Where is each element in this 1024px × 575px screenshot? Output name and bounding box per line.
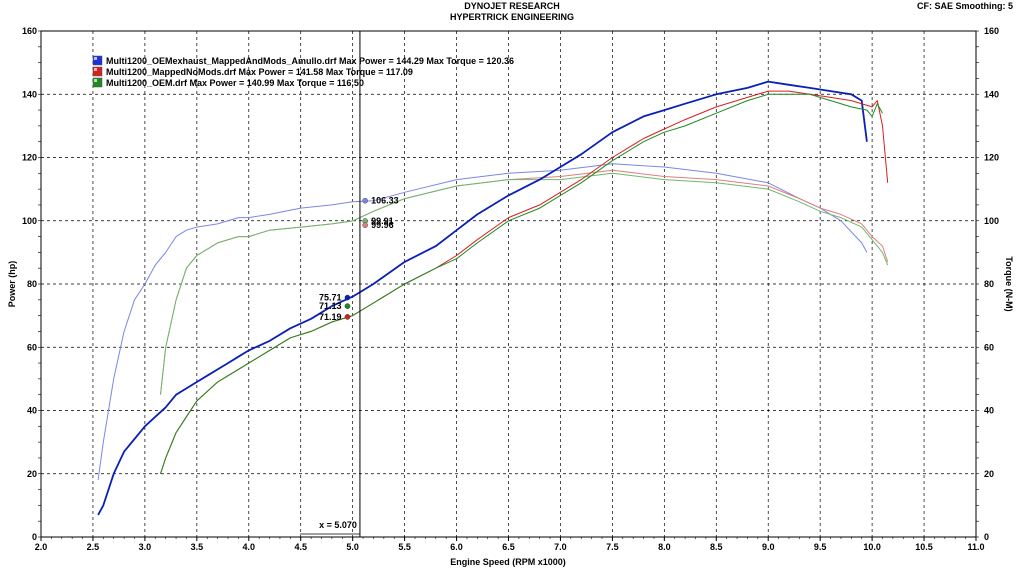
- y-tick-label-right: 100: [984, 216, 999, 226]
- marker-dot: [344, 294, 351, 301]
- header-title-1: DYNOJET RESEARCH: [464, 1, 560, 11]
- legend-swatch-shine: [94, 79, 97, 82]
- y-tick-label-left: 80: [27, 279, 37, 289]
- power-curve-series: [160, 93, 883, 474]
- x-tick-label: 7.0: [554, 542, 567, 552]
- x-tick-label: 9.0: [762, 542, 775, 552]
- torque-curve-series: [160, 172, 889, 395]
- y-tick-label-right: 40: [984, 406, 994, 416]
- header-settings: CF: SAE Smoothing: 5: [917, 1, 1013, 11]
- y-tick-label-left: 60: [27, 342, 37, 352]
- marker-dot: [362, 197, 368, 204]
- y-axis-label-right: Torque (N-M): [1004, 256, 1014, 311]
- marker-label: 71.19: [319, 312, 342, 322]
- marker-dot: [344, 314, 351, 320]
- y-tick-label-right: 0: [984, 532, 989, 542]
- y-tick-label-left: 120: [22, 153, 37, 163]
- legend-swatch: [92, 77, 103, 88]
- y-tick-label-right: 60: [984, 342, 994, 352]
- legend-swatch: [92, 66, 103, 77]
- x-tick-label: 3.0: [139, 542, 152, 552]
- y-tick-label-right: 20: [984, 469, 994, 479]
- x-tick-label: 10.5: [915, 542, 933, 552]
- legend-entry: Multi1200_MappedNoMods.drf Max Power = 1…: [106, 67, 413, 77]
- y-tick-label-left: 140: [22, 89, 37, 99]
- marker-label: 106.33: [371, 196, 399, 206]
- y-axis-label-left: Power (hp): [7, 261, 17, 308]
- marker-label: 99.91: [371, 216, 394, 226]
- y-tick-label-right: 160: [984, 26, 999, 36]
- legend-entry: Multi1200_OEMexhaust_MappedAndMods_Amull…: [106, 56, 514, 66]
- legend-swatch: [92, 55, 103, 66]
- y-tick-label-left: 20: [27, 469, 37, 479]
- y-tick-label-left: 100: [22, 216, 37, 226]
- y-tick-label-left: 160: [22, 26, 37, 36]
- x-tick-label: 4.5: [294, 542, 307, 552]
- x-tick-label: 4.0: [243, 542, 256, 552]
- y-tick-label-right: 80: [984, 279, 994, 289]
- x-axis-label: Engine Speed (RPM x1000): [450, 557, 566, 567]
- x-tick-label: 5.5: [398, 542, 411, 552]
- grid: [41, 31, 976, 537]
- x-tick-label: 10.0: [863, 542, 881, 552]
- x-tick-label: 11.0: [967, 542, 984, 552]
- x-tick-label: 3.5: [191, 542, 204, 552]
- legend: Multi1200_OEMexhaust_MappedAndMods_Amull…: [92, 55, 514, 88]
- marker-dot: [362, 222, 368, 228]
- x-tick-label: 6.0: [450, 542, 463, 552]
- x-tick-label: 2.0: [35, 542, 48, 552]
- cursor-label: x = 5.070: [319, 520, 357, 530]
- y-tick-label-right: 120: [984, 153, 999, 163]
- legend-swatch-shine: [94, 57, 97, 60]
- curves: [97, 80, 889, 516]
- x-tick-label: 8.5: [710, 542, 723, 552]
- torque-curve-series: [97, 163, 868, 481]
- y-tick-label-left: 40: [27, 406, 37, 416]
- power-curve-series: [97, 80, 868, 516]
- x-tick-label: 2.5: [87, 542, 100, 552]
- marker-label: 99.96: [371, 220, 394, 230]
- legend-swatch-shine: [94, 68, 97, 71]
- x-tick-label: 5.0: [346, 542, 359, 552]
- legend-entry: Multi1200_OEM.drf Max Power = 140.99 Max…: [106, 78, 364, 88]
- y-tick-label-left: 0: [32, 532, 37, 542]
- x-tick-label: 6.5: [502, 542, 515, 552]
- axis-ticks: 2.0 2.5 3.0 3.5 4.0 4.5 5.0 5.5 6.0 6.5 7.0 7.5 8.0 8…: [22, 26, 999, 552]
- marker-label: 75.71: [319, 293, 342, 303]
- x-tick-label: 7.5: [606, 542, 619, 552]
- marker-dot: [344, 303, 351, 309]
- x-tick-label: 8.0: [658, 542, 671, 552]
- marker-label: 71.13: [319, 301, 342, 311]
- x-tick-label: 9.5: [814, 542, 827, 552]
- cursor: x = 5.070: [299, 31, 361, 537]
- header-title-2: HYPERTRICK ENGINEERING: [450, 12, 574, 22]
- y-tick-label-right: 140: [984, 89, 999, 99]
